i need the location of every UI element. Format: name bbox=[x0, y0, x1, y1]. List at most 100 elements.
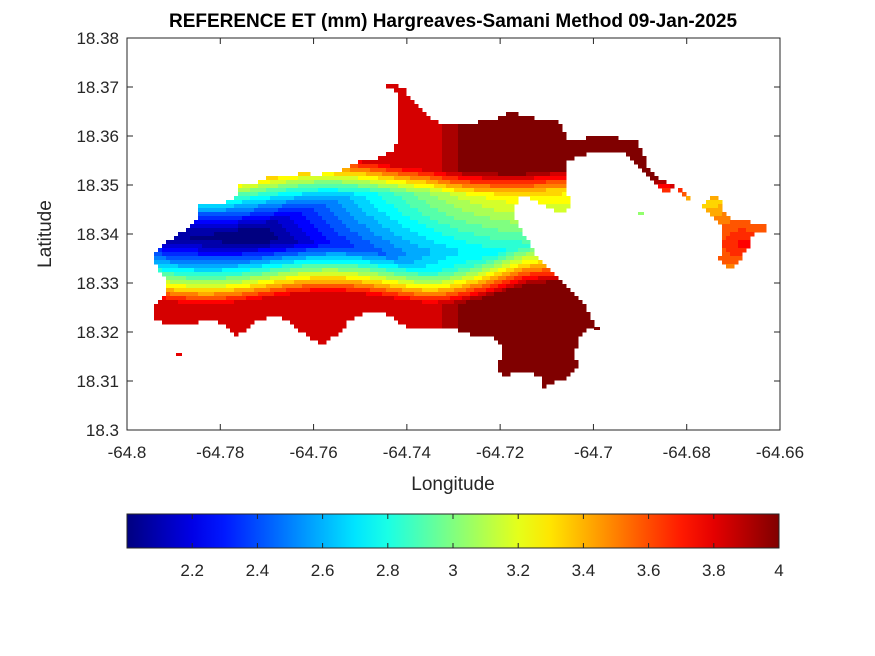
et-cell bbox=[578, 148, 583, 153]
et-cell bbox=[526, 144, 531, 149]
et-cell bbox=[430, 264, 435, 269]
et-cell bbox=[434, 152, 439, 157]
et-cell bbox=[414, 296, 419, 301]
et-cell bbox=[182, 284, 187, 289]
et-cell bbox=[430, 132, 435, 137]
et-cell bbox=[546, 192, 551, 197]
et-cell bbox=[570, 328, 575, 333]
et-cell bbox=[558, 140, 563, 145]
et-cell bbox=[526, 308, 531, 313]
et-cell bbox=[250, 184, 255, 189]
et-cell bbox=[298, 248, 303, 253]
et-cell bbox=[550, 160, 555, 165]
et-cell bbox=[318, 196, 323, 201]
et-cell bbox=[722, 256, 727, 261]
et-cell bbox=[334, 224, 339, 229]
et-cell bbox=[266, 224, 271, 229]
et-cell bbox=[550, 200, 555, 205]
et-cell bbox=[438, 216, 443, 221]
et-cell bbox=[422, 324, 427, 329]
et-cell bbox=[202, 216, 207, 221]
et-cell bbox=[382, 260, 387, 265]
et-cell bbox=[474, 136, 479, 141]
et-cell bbox=[398, 144, 403, 149]
et-cell bbox=[210, 280, 215, 285]
et-cell bbox=[378, 268, 383, 273]
et-cell bbox=[322, 312, 327, 317]
et-cell bbox=[230, 240, 235, 245]
et-cell bbox=[478, 244, 483, 249]
et-cell bbox=[454, 152, 459, 157]
et-cell bbox=[186, 252, 191, 257]
et-cell bbox=[498, 252, 503, 257]
et-cell bbox=[302, 228, 307, 233]
et-cell bbox=[718, 208, 723, 213]
et-cell bbox=[418, 304, 423, 309]
et-cell bbox=[202, 288, 207, 293]
et-cell bbox=[242, 228, 247, 233]
et-cell bbox=[278, 224, 283, 229]
et-cell bbox=[502, 196, 507, 201]
et-cell bbox=[478, 220, 483, 225]
et-cell bbox=[374, 292, 379, 297]
et-cell bbox=[286, 312, 291, 317]
et-cell bbox=[394, 264, 399, 269]
et-cell bbox=[394, 284, 399, 289]
et-cell bbox=[274, 232, 279, 237]
et-cell bbox=[286, 288, 291, 293]
et-cell bbox=[510, 320, 515, 325]
et-cell bbox=[474, 212, 479, 217]
et-cell bbox=[266, 192, 271, 197]
et-cell bbox=[498, 232, 503, 237]
et-cell bbox=[290, 268, 295, 273]
et-cell bbox=[210, 304, 215, 309]
et-cell bbox=[410, 168, 415, 173]
et-cell bbox=[250, 220, 255, 225]
colorbar-gradient bbox=[126, 513, 780, 549]
et-cell bbox=[406, 160, 411, 165]
et-cell bbox=[206, 292, 211, 297]
et-cell bbox=[330, 256, 335, 261]
et-cell bbox=[502, 244, 507, 249]
et-cell bbox=[466, 256, 471, 261]
et-cell bbox=[390, 292, 395, 297]
et-cell bbox=[402, 172, 407, 177]
et-cell bbox=[178, 320, 183, 325]
et-cell bbox=[582, 308, 587, 313]
et-cell bbox=[522, 236, 527, 241]
et-cell bbox=[398, 148, 403, 153]
et-cell bbox=[402, 232, 407, 237]
et-cell bbox=[402, 208, 407, 213]
et-cell bbox=[226, 220, 231, 225]
et-cell bbox=[542, 356, 547, 361]
et-cell bbox=[542, 308, 547, 313]
et-cell bbox=[546, 268, 551, 273]
et-cell bbox=[582, 140, 587, 145]
et-cell bbox=[390, 84, 395, 89]
et-cell bbox=[426, 192, 431, 197]
et-cell bbox=[430, 204, 435, 209]
et-cell bbox=[406, 136, 411, 141]
et-cell bbox=[490, 200, 495, 205]
et-cell bbox=[394, 188, 399, 193]
et-cell bbox=[514, 324, 519, 329]
et-cell bbox=[334, 172, 339, 177]
et-cell bbox=[362, 168, 367, 173]
et-cell bbox=[354, 252, 359, 257]
et-cell bbox=[466, 148, 471, 153]
et-cell bbox=[314, 320, 319, 325]
et-cell bbox=[386, 252, 391, 257]
et-cell bbox=[462, 212, 467, 217]
et-cell bbox=[542, 140, 547, 145]
et-cell bbox=[458, 140, 463, 145]
et-cell bbox=[438, 196, 443, 201]
et-cell bbox=[342, 244, 347, 249]
et-cell bbox=[298, 312, 303, 317]
et-cell bbox=[610, 136, 615, 141]
et-cell bbox=[518, 180, 523, 185]
et-cell bbox=[422, 136, 427, 141]
et-cell bbox=[394, 268, 399, 273]
et-cell bbox=[526, 156, 531, 161]
et-cell bbox=[302, 328, 307, 333]
et-cell bbox=[502, 124, 507, 129]
